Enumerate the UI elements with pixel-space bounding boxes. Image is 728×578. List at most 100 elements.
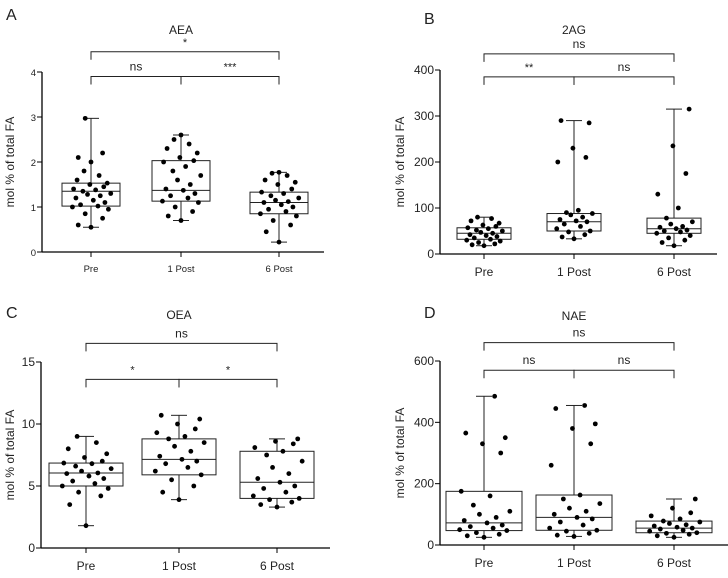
data-point	[186, 141, 192, 147]
y-tick-label: 2	[31, 158, 36, 169]
data-point	[278, 202, 284, 208]
y-tick-label: 1	[31, 203, 36, 214]
data-point	[96, 173, 102, 178]
y-tick-label: 400	[414, 415, 434, 429]
significance-bracket	[90, 51, 280, 60]
data-point	[689, 525, 695, 531]
data-point	[464, 237, 470, 243]
significance-label: ns	[175, 326, 188, 340]
data-point	[496, 220, 502, 226]
data-point	[93, 440, 99, 445]
data-point	[469, 242, 475, 248]
chart-title: AEA	[169, 23, 193, 37]
box-group-0: Pre	[61, 115, 121, 275]
data-point	[697, 519, 703, 525]
data-point	[296, 195, 302, 201]
significance-bracket	[483, 76, 575, 85]
data-point	[182, 434, 188, 439]
data-point	[179, 456, 185, 462]
data-point	[664, 215, 669, 221]
significance-label: ns	[573, 326, 586, 340]
data-point	[686, 106, 692, 112]
x-tick-label: 1 Post	[557, 265, 592, 279]
data-point	[201, 440, 207, 445]
data-point	[274, 504, 280, 510]
data-point	[165, 213, 171, 219]
data-point	[657, 224, 663, 230]
data-point	[568, 212, 574, 218]
data-point	[651, 523, 657, 529]
data-point	[674, 524, 680, 530]
data-point	[666, 235, 671, 241]
box-group-2: 6 Post	[646, 106, 702, 279]
data-point	[196, 200, 201, 205]
data-point	[564, 528, 569, 534]
data-point	[670, 505, 675, 511]
data-point	[670, 143, 676, 149]
significance-bracket	[85, 342, 278, 352]
data-point	[178, 218, 184, 223]
data-point	[267, 497, 272, 503]
data-point	[589, 211, 595, 216]
data-point	[668, 221, 674, 227]
data-point	[87, 182, 93, 187]
x-tick-label: 6 Post	[657, 265, 692, 279]
data-point	[255, 476, 261, 481]
data-point	[660, 518, 666, 524]
data-point	[671, 243, 677, 249]
data-point	[275, 182, 281, 187]
data-point	[492, 393, 498, 399]
data-point	[71, 186, 76, 192]
data-point	[494, 234, 500, 239]
data-point	[280, 448, 286, 454]
data-point	[580, 522, 586, 528]
data-point	[76, 489, 81, 495]
box-group-1: 1 Post	[151, 132, 211, 275]
data-point	[547, 525, 553, 531]
data-point	[570, 145, 576, 151]
data-point	[290, 204, 296, 210]
data-point	[648, 513, 654, 519]
data-point	[194, 150, 200, 156]
data-point	[190, 209, 196, 214]
data-point	[457, 527, 463, 533]
data-point	[85, 192, 90, 197]
box-iqr	[535, 494, 613, 531]
data-point	[92, 481, 98, 486]
data-point	[487, 493, 493, 499]
data-point	[683, 171, 689, 176]
data-point	[573, 218, 579, 224]
data-point	[74, 177, 80, 183]
data-point	[499, 522, 505, 528]
data-point	[492, 241, 498, 247]
data-point	[582, 232, 588, 238]
data-point	[290, 441, 296, 447]
data-point	[98, 493, 104, 499]
data-point	[580, 214, 586, 220]
data-point	[277, 479, 283, 485]
y-tick-label: 600	[414, 354, 434, 368]
data-point	[467, 524, 473, 529]
data-point	[108, 191, 114, 196]
data-point	[485, 226, 491, 232]
data-point	[683, 522, 689, 528]
data-point	[175, 421, 180, 427]
y-tick-label: 5	[28, 479, 35, 493]
data-point	[559, 234, 565, 240]
y-axis-label: mol % of total FA	[393, 117, 407, 208]
data-point	[289, 186, 295, 192]
panel-letter: D	[424, 305, 436, 322]
data-point	[65, 446, 71, 452]
data-point	[250, 493, 256, 499]
significance-label: *	[226, 364, 231, 376]
data-point	[194, 458, 200, 464]
data-point	[548, 462, 554, 468]
y-axis-label: mol % of total FA	[3, 117, 17, 208]
y-axis-label: mol % of total FA	[3, 410, 17, 501]
data-point	[86, 473, 92, 479]
data-point	[266, 206, 271, 212]
data-point	[163, 461, 169, 467]
data-point	[73, 195, 79, 201]
data-point	[82, 211, 88, 217]
data-point	[686, 531, 692, 537]
